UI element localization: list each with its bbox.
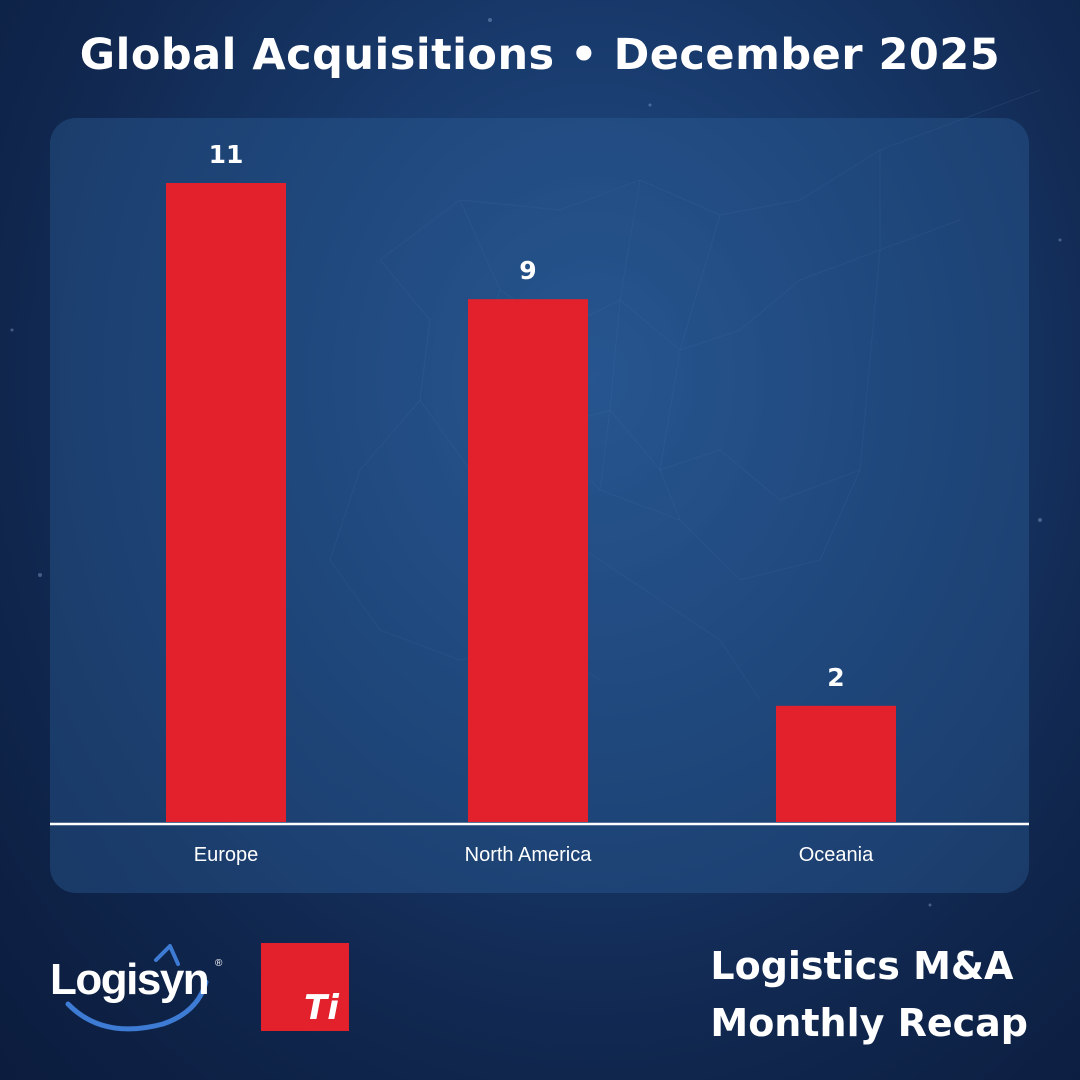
category-label: North America bbox=[465, 844, 593, 866]
chart-title: Global Acquisitions • December 2025 bbox=[79, 30, 1001, 80]
bar-europe bbox=[166, 183, 286, 822]
registered-mark: ® bbox=[215, 958, 223, 969]
category-label: Europe bbox=[194, 844, 259, 866]
recap-label: Logistics M&A Monthly Recap bbox=[710, 938, 1028, 1052]
bar-value-label: 2 bbox=[827, 663, 844, 692]
category-label: Oceania bbox=[799, 844, 874, 866]
ti-logo: Ti bbox=[261, 943, 349, 1031]
bar-chart: 11 Europe 9 North America 2 Oceania bbox=[50, 140, 1029, 866]
chart-panel: 11 Europe 9 North America 2 Oceania bbox=[50, 118, 1029, 893]
recap-line-1: Logistics M&A bbox=[710, 944, 1014, 988]
bar-north-america bbox=[468, 299, 588, 822]
bar-value-label: 9 bbox=[519, 256, 536, 285]
bar-oceania bbox=[776, 705, 896, 822]
logisyn-logo: Logisyn ® bbox=[50, 944, 223, 1032]
logo-row: Logisyn ® Ti bbox=[0, 930, 1080, 1050]
ti-wordmark: Ti bbox=[304, 988, 340, 1028]
recap-line-2: Monthly Recap bbox=[710, 1001, 1028, 1045]
logisyn-wordmark: Logisyn bbox=[50, 955, 208, 1004]
bar-value-label: 11 bbox=[209, 140, 244, 169]
